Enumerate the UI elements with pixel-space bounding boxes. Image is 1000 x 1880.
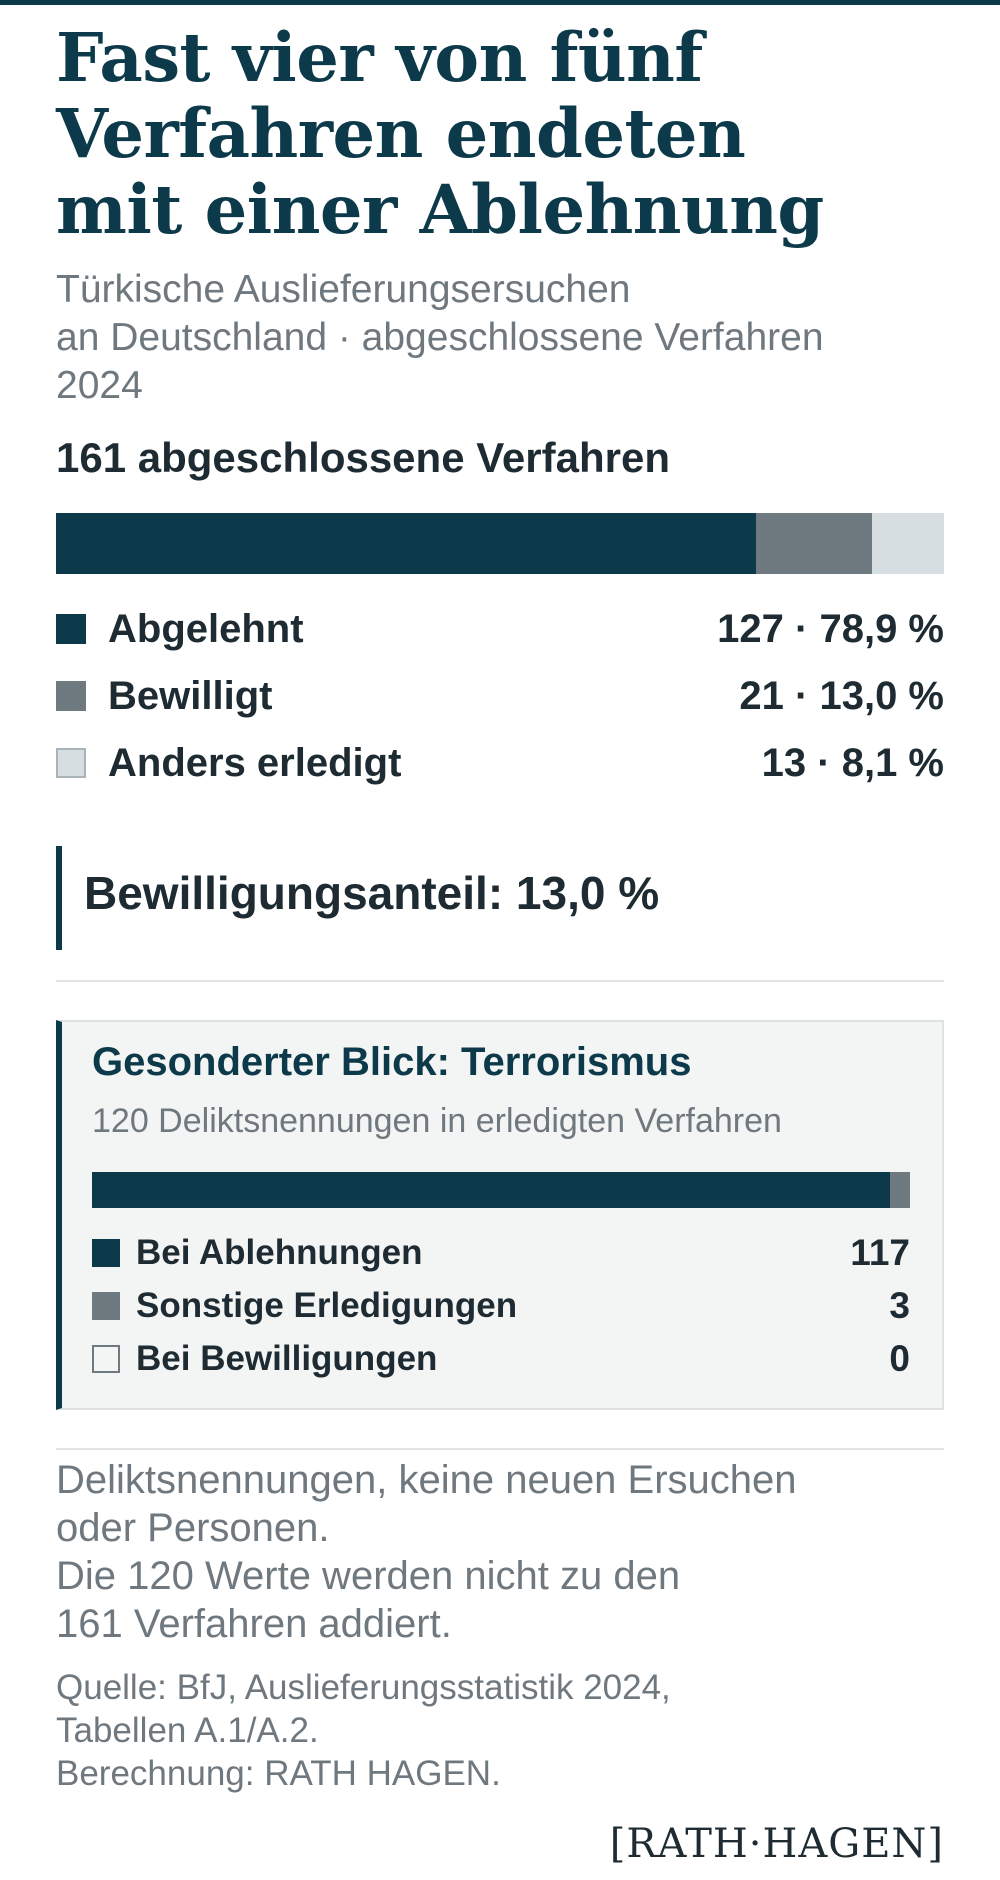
panel-subtitle: 120 Deliktsnennungen in erledigten Verfa… bbox=[92, 1102, 782, 1140]
section-heading: 161 abgeschlossene Verfahren bbox=[56, 434, 670, 481]
footnote-line: Die 120 Werte werden nicht zu den bbox=[56, 1554, 681, 1598]
legend-label: Abgelehnt bbox=[108, 607, 304, 651]
legend-value: 0 bbox=[889, 1338, 910, 1379]
terrorism-panel: Gesonderter Blick: Terrorismus 120 Delik… bbox=[56, 1020, 944, 1410]
page-title: Fast vier von fünf Verfahren endeten mit… bbox=[56, 20, 944, 248]
title-line: Fast vier von fünf bbox=[56, 18, 703, 97]
terrorism-stacked-bar bbox=[92, 1172, 910, 1208]
legend-row: Sonstige Erledigungen 3 bbox=[92, 1283, 910, 1327]
legend-value: 127 · 78,9 % bbox=[717, 607, 944, 651]
footnote-line: 161 Verfahren addiert. bbox=[56, 1602, 452, 1646]
legend-value: 3 bbox=[889, 1285, 910, 1326]
title-line: Verfahren endeten bbox=[56, 94, 746, 173]
bar-segment-2 bbox=[756, 513, 873, 574]
legend-row: Bei Ablehnungen 117 bbox=[92, 1230, 910, 1274]
subtitle: Türkische Auslieferungsersuchen an Deuts… bbox=[56, 266, 944, 410]
divider bbox=[56, 980, 944, 982]
legend-value: 21 · 13,0 % bbox=[739, 674, 944, 718]
legend-swatch bbox=[56, 614, 86, 644]
source-note: Quelle: BfJ, Auslieferungsstatistik 2024… bbox=[56, 1666, 944, 1795]
footnote-line: Deliktsnennungen, keine neuen Ersuchen bbox=[56, 1458, 797, 1502]
panel-title: Gesonderter Blick: Terrorismus bbox=[92, 1040, 692, 1084]
legend-label: Bei Bewilligungen bbox=[136, 1339, 438, 1378]
legend-label: Anders erledigt bbox=[108, 741, 402, 785]
legend-label: Bei Ablehnungen bbox=[136, 1233, 423, 1272]
subtitle-line: Türkische Auslieferungsersuchen bbox=[56, 268, 631, 311]
legend-label: Sonstige Erledigungen bbox=[136, 1286, 518, 1325]
legend-row: Anders erledigt 13 · 8,1 % bbox=[56, 738, 944, 788]
legend-swatch bbox=[92, 1292, 120, 1320]
legend-value: 117 bbox=[850, 1232, 910, 1273]
legend-value: 13 · 8,1 % bbox=[761, 741, 944, 785]
main-stacked-bar bbox=[56, 513, 944, 574]
divider bbox=[56, 1448, 944, 1450]
footnote: Deliktsnennungen, keine neuen Ersuchen o… bbox=[56, 1456, 944, 1648]
bar-segment-1 bbox=[56, 513, 757, 574]
approval-share-callout: Bewilligungsanteil: 13,0 % bbox=[56, 846, 936, 950]
source-line: Quelle: BfJ, Auslieferungsstatistik 2024… bbox=[56, 1668, 671, 1707]
legend-swatch bbox=[56, 748, 86, 778]
top-accent-bar bbox=[0, 0, 1000, 5]
legend-swatch bbox=[92, 1239, 120, 1267]
subtitle-line: 2024 bbox=[56, 364, 143, 407]
footnote-line: oder Personen. bbox=[56, 1506, 330, 1550]
legend-swatch bbox=[56, 681, 86, 711]
bar-segment-1 bbox=[92, 1172, 890, 1208]
source-line: Berechnung: RATH HAGEN. bbox=[56, 1754, 501, 1793]
legend-label: Bewilligt bbox=[108, 674, 273, 718]
subtitle-line: an Deutschland · abgeschlossene Verfahre… bbox=[56, 316, 824, 359]
publisher-logo: [RATH·HAGEN] bbox=[609, 1821, 944, 1867]
legend-row: Abgelehnt 127 · 78,9 % bbox=[56, 604, 944, 654]
legend-row: Bewilligt 21 · 13,0 % bbox=[56, 671, 944, 721]
logo-text: RATH·HAGEN bbox=[626, 1821, 928, 1867]
title-line: mit einer Ablehnung bbox=[56, 170, 824, 249]
callout-text: Bewilligungsanteil: 13,0 % bbox=[84, 867, 660, 919]
bar-segment-3 bbox=[872, 513, 944, 574]
legend-swatch bbox=[92, 1345, 120, 1373]
source-line: Tabellen A.1/A.2. bbox=[56, 1711, 319, 1750]
legend-row: Bei Bewilligungen 0 bbox=[92, 1336, 910, 1380]
bar-segment-2 bbox=[889, 1172, 910, 1208]
